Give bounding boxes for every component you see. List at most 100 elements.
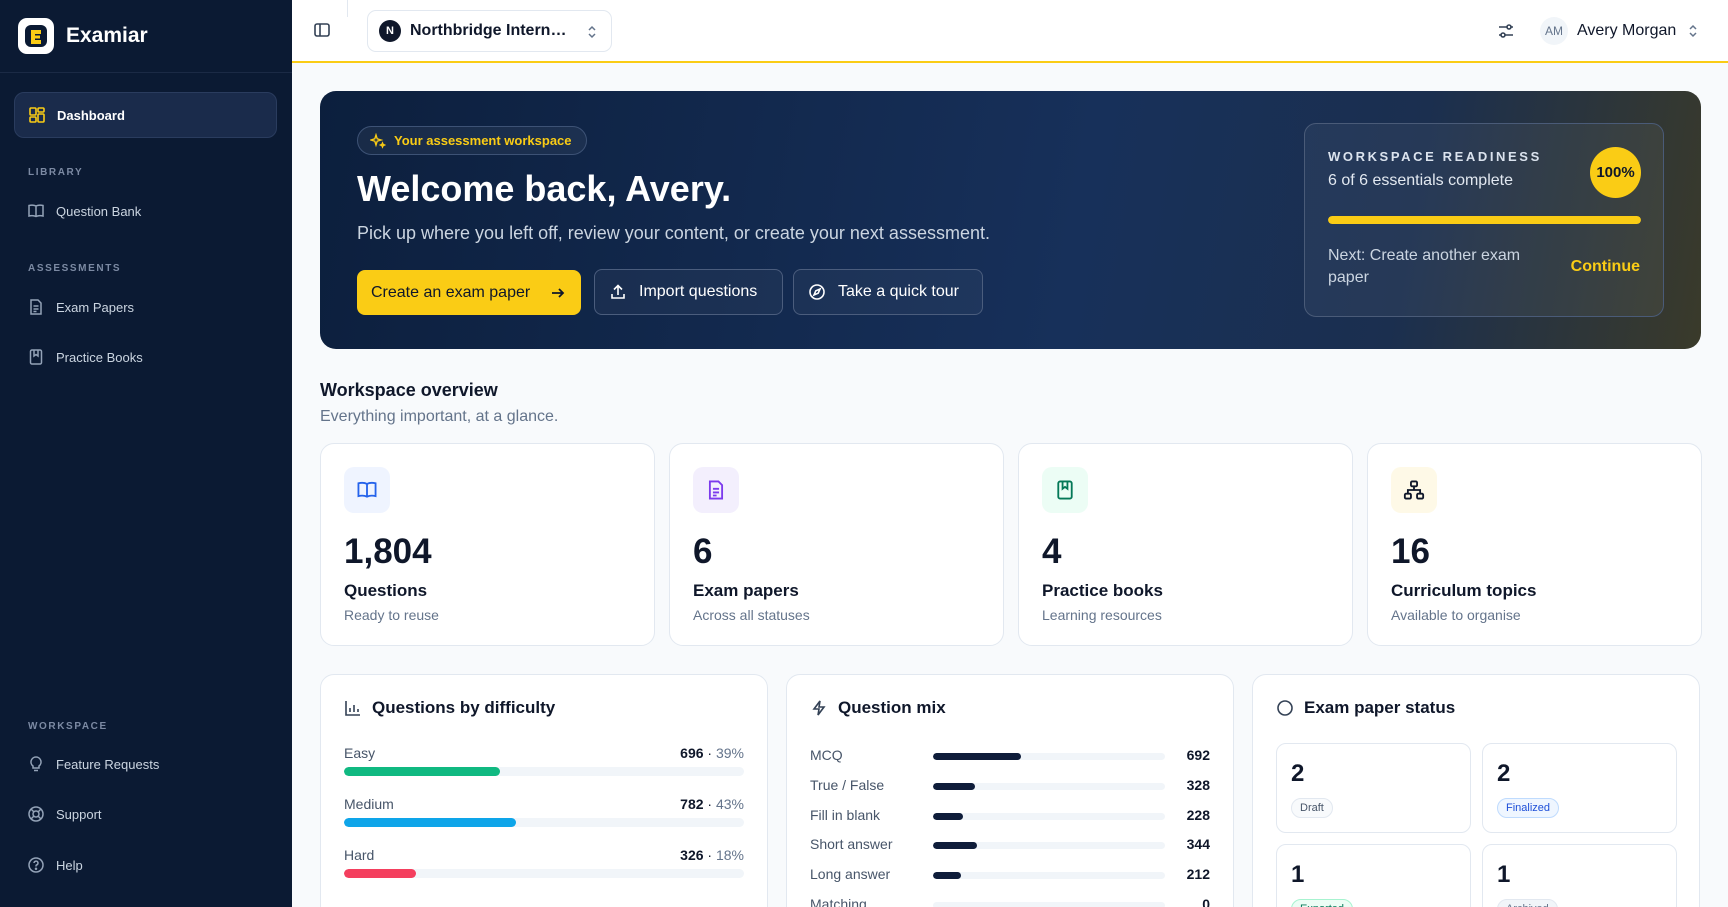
question-type-bar-fill xyxy=(933,842,978,850)
quick-tour-button[interactable]: Take a quick tour xyxy=(793,269,983,315)
org-name: Northbridge International School xyxy=(410,22,575,39)
difficulty-bar xyxy=(344,818,744,827)
question-mix-row: True / False 328 xyxy=(810,777,1210,797)
card-title: Exam paper status xyxy=(1304,698,1456,717)
difficulty-bar xyxy=(344,869,744,878)
upload-icon xyxy=(609,283,627,301)
question-mix-row: Matching 0 xyxy=(810,896,1210,907)
settings-sliders-icon[interactable] xyxy=(1496,21,1516,41)
status-badge: Draft xyxy=(1291,798,1333,818)
sidebar-toggle-icon[interactable] xyxy=(312,20,332,40)
difficulty-percent: 43% xyxy=(715,796,744,812)
sidebar-section-library: LIBRARY xyxy=(28,167,84,178)
readiness-next-step: Next: Create another exam paper xyxy=(1328,247,1521,286)
question-mix-row: Fill in blank 228 xyxy=(810,807,1210,827)
question-mix-card: Question mix MCQ 692 True / False 328 Fill i… xyxy=(786,674,1234,907)
status-count: 1 xyxy=(1291,861,1305,888)
user-name: Avery Morgan xyxy=(1577,22,1677,39)
document-icon xyxy=(693,467,739,513)
sidebar-item-question-bank[interactable]: Question Bank xyxy=(27,202,141,220)
sidebar-item-exam-papers[interactable]: Exam Papers xyxy=(27,298,134,316)
card-header: Questions by difficulty xyxy=(344,698,555,718)
sidebar-item-help[interactable]: Help xyxy=(27,856,83,874)
status-badge: Finalized xyxy=(1497,798,1560,818)
sidebar-item-label: Question Bank xyxy=(56,203,142,219)
welcome-title: Welcome back, Avery. xyxy=(357,168,732,209)
sidebar-item-feature-requests[interactable]: Feature Requests xyxy=(27,755,159,773)
stat-subtitle: Across all statuses xyxy=(693,607,810,623)
lightning-icon xyxy=(810,699,828,717)
difficulty-name: Easy xyxy=(344,745,376,761)
sidebar-item-label: Exam Papers xyxy=(56,299,135,315)
import-questions-button[interactable]: Import questions xyxy=(594,269,783,315)
difficulty-row: Hard 326 · 18% xyxy=(344,847,744,878)
question-type-count: 0 xyxy=(1202,896,1210,907)
button-label: Import questions xyxy=(639,283,758,300)
continue-link[interactable]: Continue xyxy=(1570,258,1640,275)
brand: Examiar xyxy=(0,0,292,73)
difficulty-count: 696 xyxy=(680,745,704,761)
sidebar-item-label: Support xyxy=(56,806,102,822)
sidebar-item-dashboard[interactable]: Dashboard xyxy=(14,92,277,138)
sidebar-item-label: Practice Books xyxy=(56,349,143,365)
user-menu[interactable]: AM Avery Morgan xyxy=(1540,17,1700,45)
question-type-count: 228 xyxy=(1186,806,1210,823)
stat-value: 6 xyxy=(693,532,713,571)
question-type-count: 692 xyxy=(1186,747,1210,763)
create-exam-paper-button[interactable]: Create an exam paper xyxy=(357,270,581,315)
stat-card-exam-papers[interactable]: 6 Exam papers Across all statuses xyxy=(669,443,1004,646)
topbar: N Northbridge International School AM Av… xyxy=(292,0,1728,63)
sidebar-section-workspace: WORKSPACE xyxy=(28,721,108,732)
status-count: 1 xyxy=(1497,861,1511,888)
difficulty-percent: 18% xyxy=(715,847,744,863)
status-box-draft[interactable]: 2 Draft xyxy=(1276,743,1471,833)
question-type-name: MCQ xyxy=(810,747,843,763)
stat-card-curriculum-topics[interactable]: 16 Curriculum topics Available to organi… xyxy=(1367,443,1702,646)
stat-card-questions[interactable]: 1,804 Questions Ready to reuse xyxy=(320,443,655,646)
overview-subtitle: Everything important, at a glance. xyxy=(320,408,559,425)
difficulty-value: 782 · 43% xyxy=(680,796,744,812)
question-type-bar xyxy=(933,842,1165,850)
workspace-badge-label: Your assessment workspace xyxy=(394,133,572,148)
readiness-count: 6 of 6 essentials complete xyxy=(1328,172,1513,189)
welcome-subtitle: Pick up where you left off, review your … xyxy=(357,223,990,243)
hierarchy-icon xyxy=(1391,467,1437,513)
lifebuoy-icon xyxy=(27,805,45,823)
stat-label: Practice books xyxy=(1042,581,1163,600)
card-header: Question mix xyxy=(810,698,946,718)
document-icon xyxy=(27,298,45,316)
question-type-name: Fill in blank xyxy=(810,806,881,823)
question-type-bar-fill xyxy=(933,753,1022,760)
status-box-exported[interactable]: 1 Exported xyxy=(1276,844,1471,907)
status-box-archived[interactable]: 1 Archived xyxy=(1482,844,1677,907)
examiar-logo-icon xyxy=(18,18,54,54)
readiness-caption: WORKSPACE READINESS xyxy=(1328,149,1542,164)
question-type-count: 344 xyxy=(1186,836,1210,853)
question-type-name: Long answer xyxy=(810,866,891,883)
question-type-bar xyxy=(933,902,1165,907)
difficulty-count: 782 xyxy=(680,796,704,812)
arrow-right-icon xyxy=(549,284,567,302)
status-count: 2 xyxy=(1497,760,1511,787)
organization-switcher[interactable]: N Northbridge International School xyxy=(367,10,612,52)
stat-label: Questions xyxy=(344,581,428,600)
difficulty-value: 326 · 18% xyxy=(680,847,744,863)
workspace-readiness-card: WORKSPACE READINESS 6 of 6 essentials co… xyxy=(1304,123,1664,317)
book-open-icon xyxy=(344,467,390,513)
app-name: Examiar xyxy=(66,24,148,47)
difficulty-bar-fill xyxy=(344,818,516,827)
card-title: Question mix xyxy=(838,698,946,717)
question-mix-row: Long answer 212 xyxy=(810,866,1210,886)
help-circle-icon xyxy=(27,856,45,874)
question-mix-row: MCQ 692 xyxy=(810,747,1210,767)
stat-subtitle: Learning resources xyxy=(1042,607,1162,623)
book-open-icon xyxy=(27,202,45,220)
status-box-finalized[interactable]: 2 Finalized xyxy=(1482,743,1677,833)
sidebar-item-practice-books[interactable]: Practice Books xyxy=(27,348,143,366)
readiness-progress-fill xyxy=(1328,216,1641,224)
welcome-hero: Your assessment workspace Welcome back, … xyxy=(320,91,1701,349)
question-mix-row: Short answer 344 xyxy=(810,836,1210,856)
sidebar-item-support[interactable]: Support xyxy=(27,805,102,823)
stat-card-practice-books[interactable]: 4 Practice books Learning resources xyxy=(1018,443,1353,646)
org-logo-icon: N xyxy=(379,20,401,42)
